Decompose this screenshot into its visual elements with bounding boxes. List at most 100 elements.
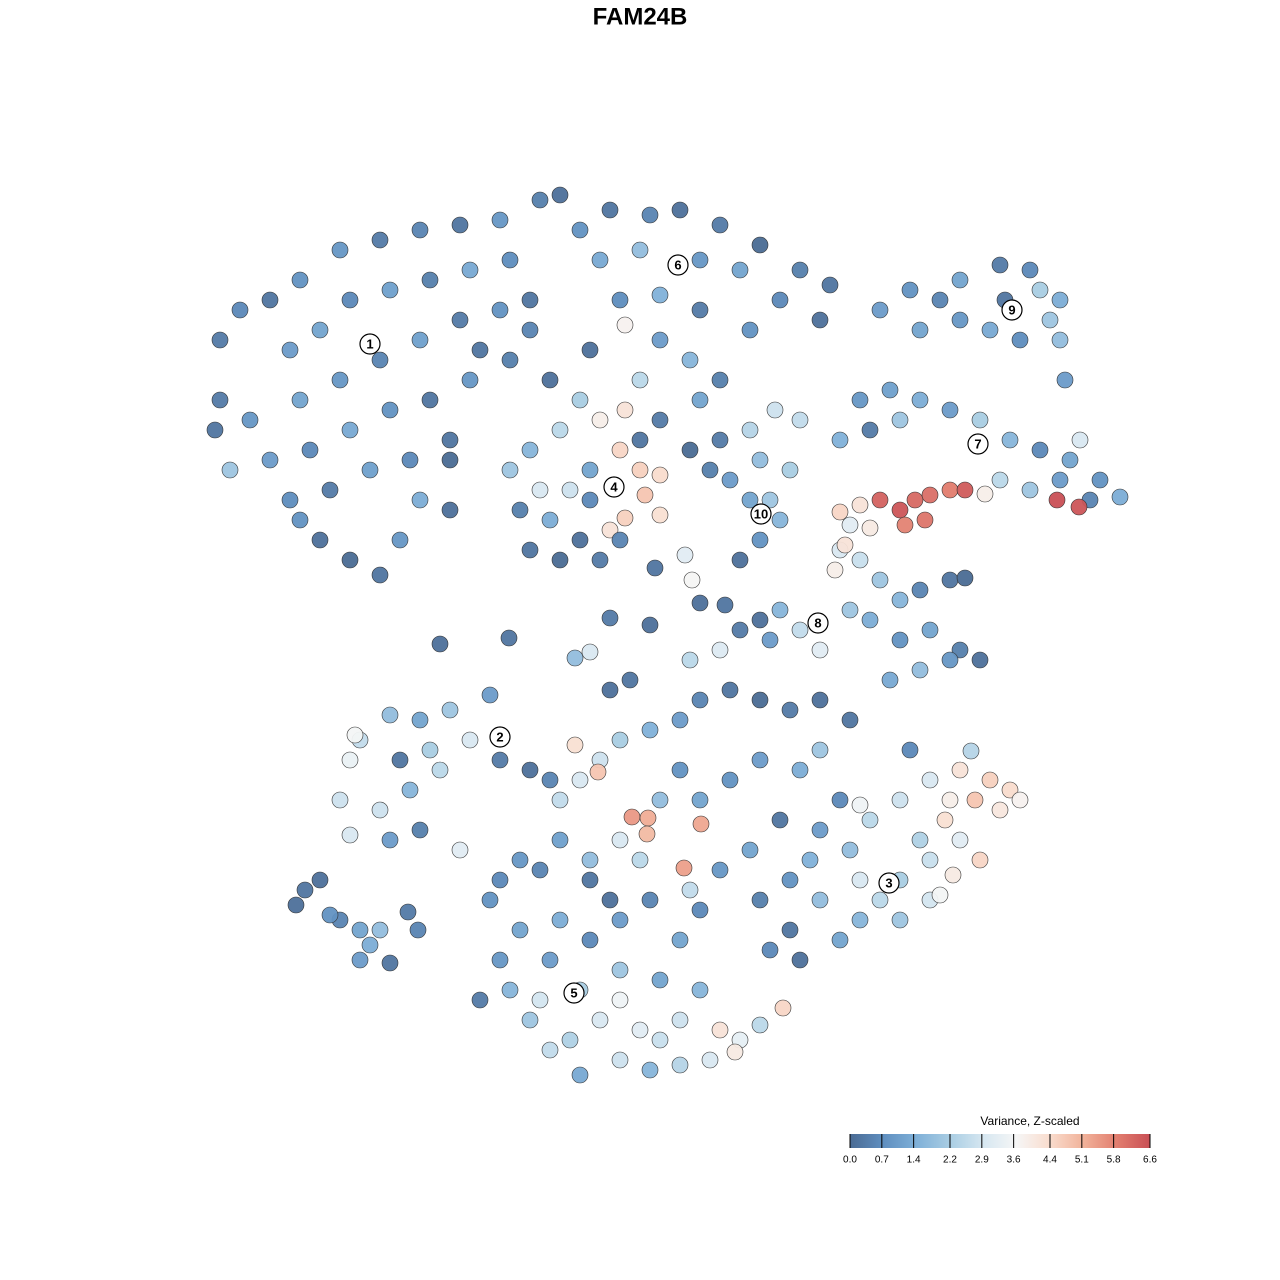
point	[901, 741, 919, 759]
point	[451, 311, 469, 329]
point	[641, 891, 659, 909]
point	[581, 491, 599, 509]
point	[711, 431, 729, 449]
point	[771, 601, 789, 619]
point	[1056, 371, 1074, 389]
point	[641, 1061, 659, 1079]
point	[701, 1051, 719, 1069]
point	[521, 441, 539, 459]
point	[956, 569, 974, 587]
colorbar-tick-label: 0.0	[843, 1155, 857, 1166]
point	[401, 781, 419, 799]
point	[531, 191, 549, 209]
point	[287, 896, 305, 914]
point	[951, 311, 969, 329]
point	[1071, 431, 1089, 449]
point	[551, 551, 569, 569]
point	[1031, 281, 1049, 299]
point	[491, 951, 509, 969]
point	[751, 891, 769, 909]
point	[651, 411, 669, 429]
point	[361, 461, 379, 479]
point	[861, 421, 879, 439]
point	[811, 691, 829, 709]
point	[631, 371, 649, 389]
point	[811, 821, 829, 839]
point	[261, 291, 279, 309]
point	[936, 811, 954, 829]
point	[631, 461, 649, 479]
point	[461, 371, 479, 389]
point	[692, 815, 710, 833]
point	[726, 1043, 744, 1061]
point	[501, 461, 519, 479]
point	[521, 541, 539, 559]
point	[831, 503, 849, 521]
point	[711, 641, 729, 659]
point	[791, 261, 809, 279]
cluster-marker	[1001, 299, 1023, 321]
point	[221, 461, 239, 479]
point	[741, 421, 759, 439]
colorbar-tick-label: 3.6	[1007, 1155, 1021, 1166]
point	[638, 825, 656, 843]
point	[521, 321, 539, 339]
point	[441, 431, 459, 449]
point	[531, 991, 549, 1009]
point	[391, 751, 409, 769]
point	[911, 661, 929, 679]
point	[481, 891, 499, 909]
point	[331, 371, 349, 389]
point	[471, 991, 489, 1009]
cluster-marker	[878, 872, 900, 894]
colorbar-tick-label: 4.4	[1043, 1155, 1057, 1166]
point	[681, 881, 699, 899]
point	[311, 871, 329, 889]
point	[411, 331, 429, 349]
point	[751, 751, 769, 769]
cluster-marker	[667, 254, 689, 276]
point	[581, 643, 599, 661]
point	[891, 631, 909, 649]
point	[491, 751, 509, 769]
point	[676, 546, 694, 564]
point	[976, 485, 994, 503]
point	[281, 491, 299, 509]
point	[781, 871, 799, 889]
point	[521, 761, 539, 779]
point	[881, 671, 899, 689]
point	[691, 901, 709, 919]
point	[731, 551, 749, 569]
point	[341, 551, 359, 569]
point	[211, 391, 229, 409]
point	[951, 641, 969, 659]
point	[541, 1041, 559, 1059]
point	[341, 421, 359, 439]
point	[751, 451, 769, 469]
cluster-label: 5	[570, 985, 577, 1000]
point	[441, 701, 459, 719]
point	[781, 461, 799, 479]
point	[641, 616, 659, 634]
colorbar-tick-label: 0.7	[875, 1155, 889, 1166]
point	[941, 571, 959, 589]
point	[921, 621, 939, 639]
point	[851, 911, 869, 929]
point	[851, 796, 869, 814]
point	[671, 931, 689, 949]
point	[581, 871, 599, 889]
cluster-marker	[359, 333, 381, 355]
point	[631, 851, 649, 869]
point	[751, 611, 769, 629]
point	[371, 566, 389, 584]
point	[611, 1051, 629, 1069]
point	[751, 691, 769, 709]
point	[671, 711, 689, 729]
point	[591, 1011, 609, 1029]
point	[431, 635, 449, 653]
point	[591, 551, 609, 569]
point	[206, 421, 224, 439]
point	[551, 186, 569, 204]
point	[836, 536, 854, 554]
point	[651, 331, 669, 349]
